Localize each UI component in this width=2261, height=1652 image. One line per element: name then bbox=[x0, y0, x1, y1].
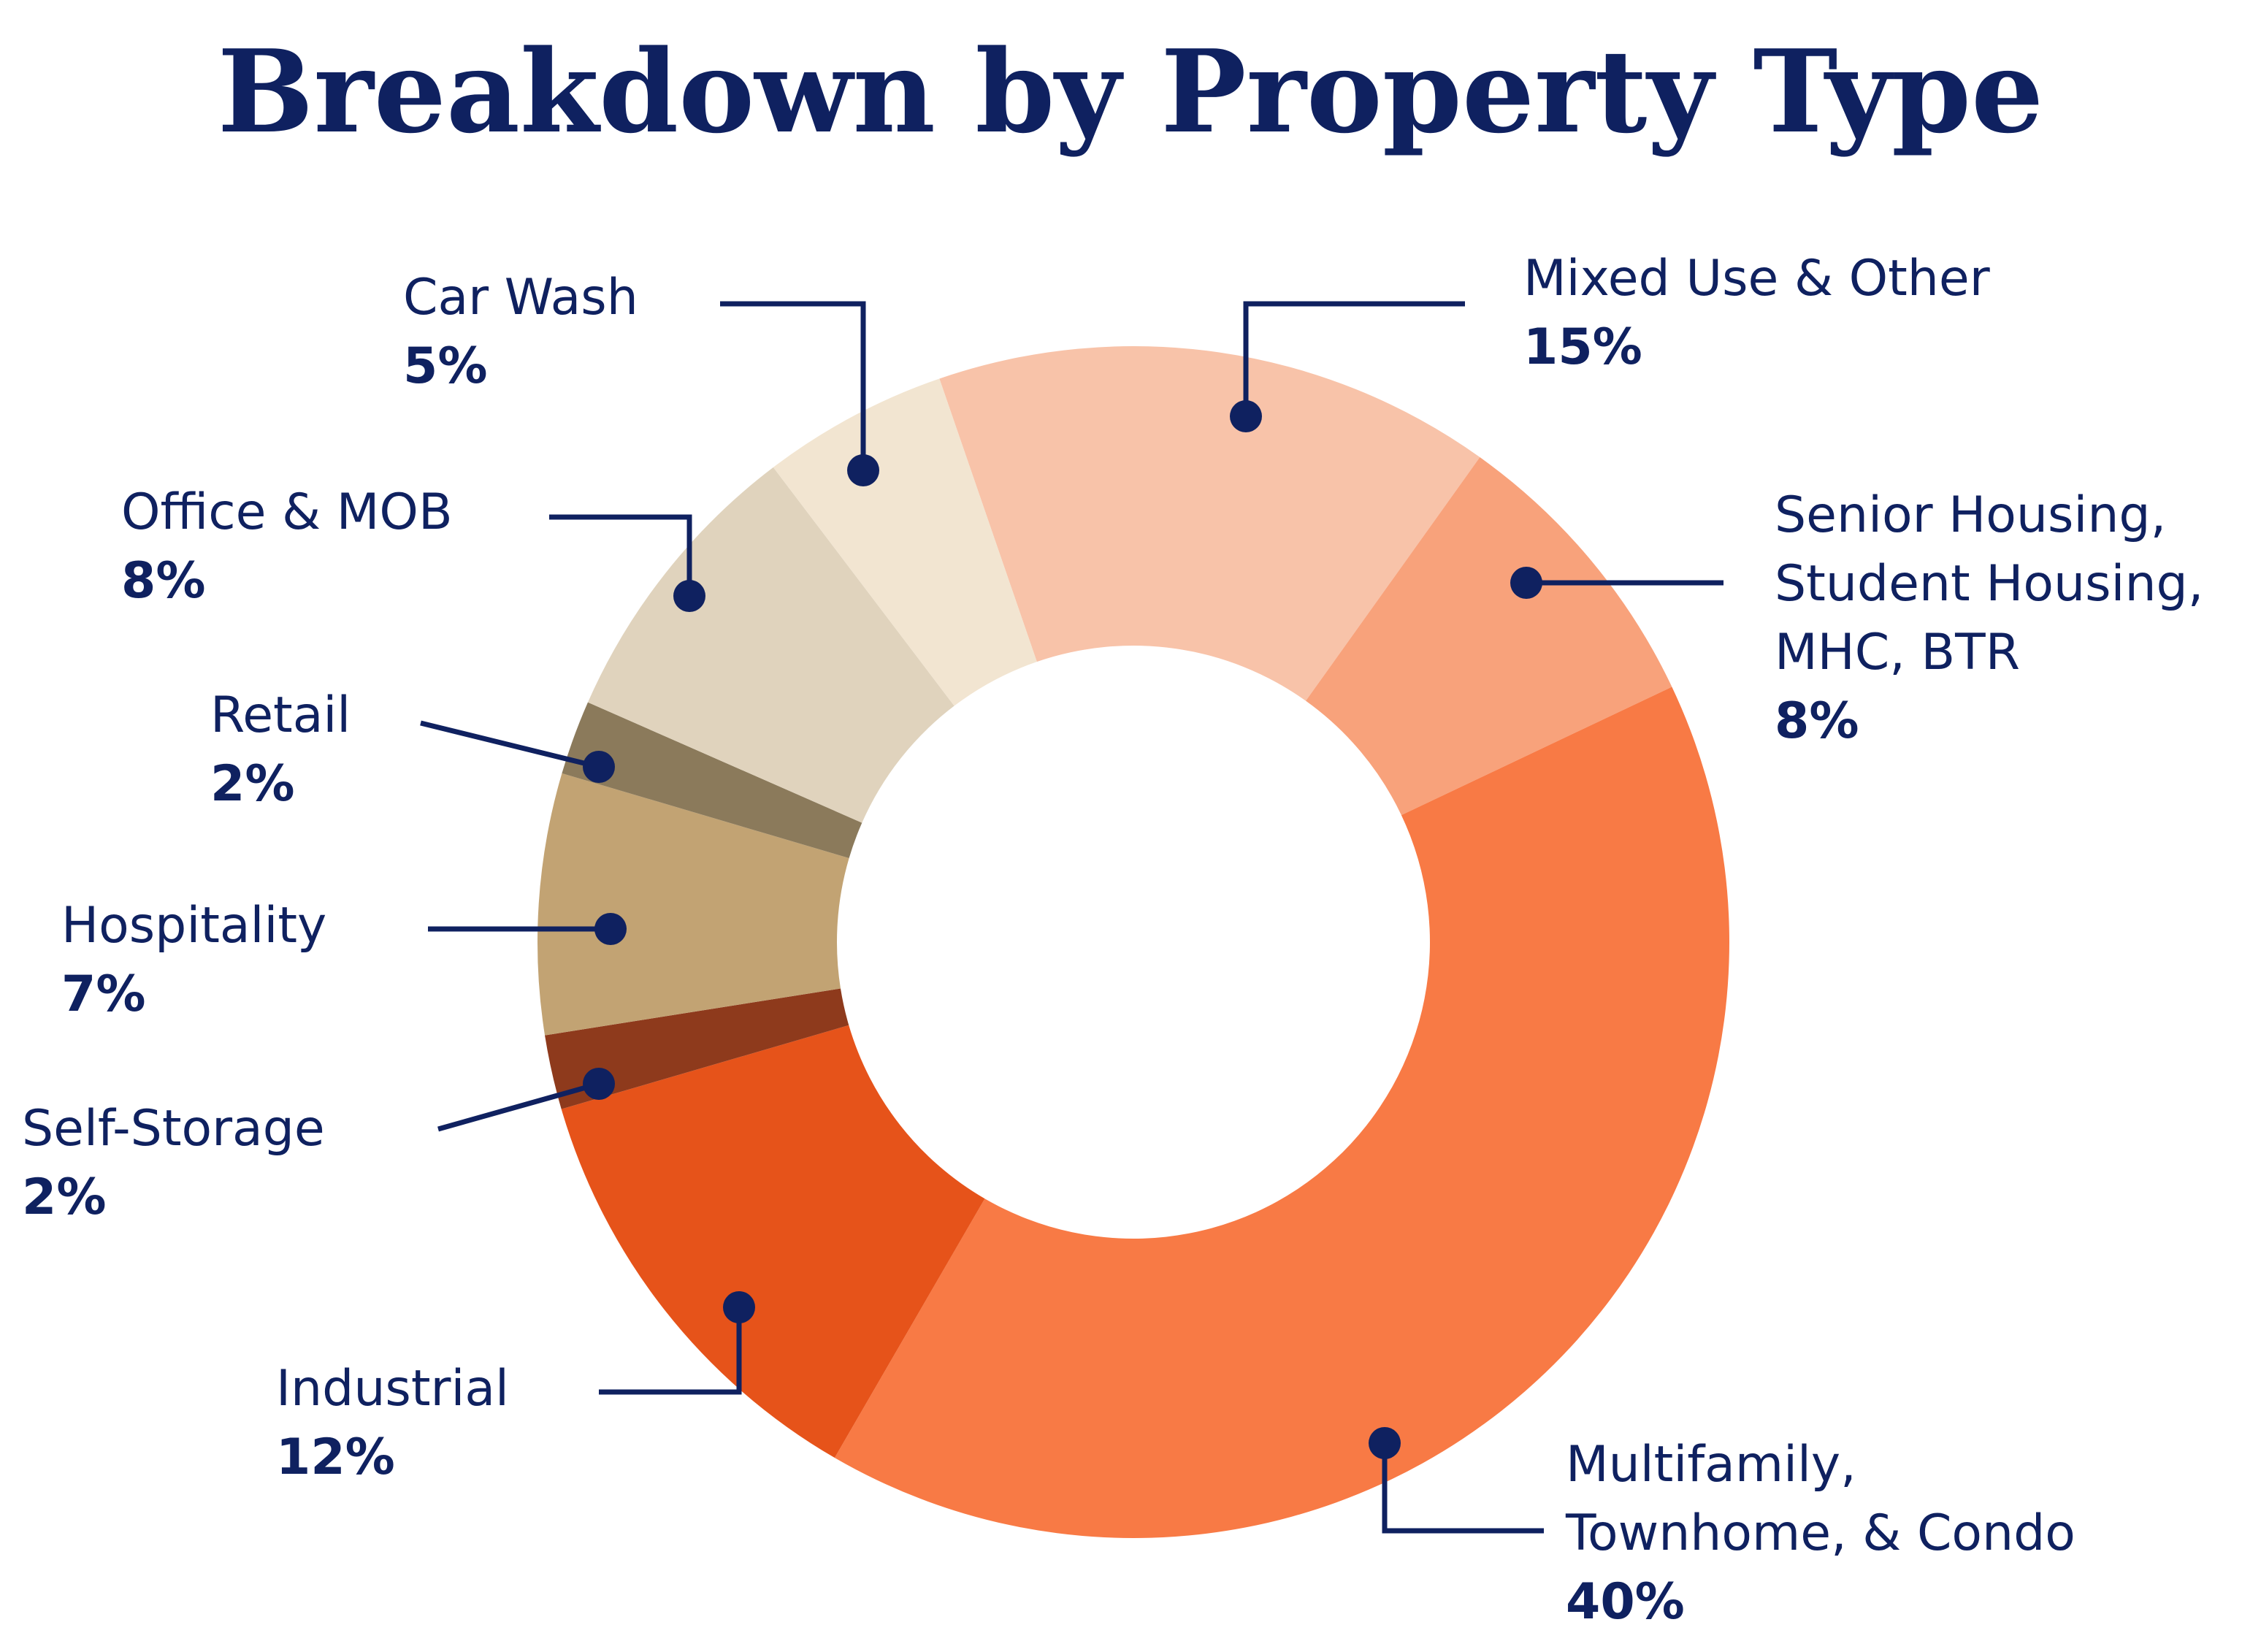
slice-label: Retail 2% bbox=[210, 682, 351, 819]
leader-line bbox=[437, 1081, 600, 1132]
leader-line bbox=[420, 720, 600, 770]
category-label: Car Wash bbox=[403, 269, 638, 327]
slice-label: Hospitality 7% bbox=[61, 892, 326, 1030]
value-label: 5% bbox=[403, 337, 488, 396]
slice-label: Industrial 12% bbox=[276, 1355, 509, 1493]
slice-label: Multifamily, Townhome, & Condo 40% bbox=[1566, 1431, 2076, 1637]
donut-slice bbox=[562, 702, 862, 858]
donut-slice bbox=[587, 467, 954, 823]
value-label: 8% bbox=[121, 552, 206, 611]
donut-slice bbox=[773, 378, 1037, 706]
leader-line bbox=[549, 514, 692, 596]
leader-line bbox=[720, 301, 866, 470]
donut-slice bbox=[1306, 457, 1672, 816]
category-label: Industrial bbox=[276, 1360, 509, 1418]
donut-slice bbox=[545, 988, 849, 1109]
donut-slice bbox=[939, 346, 1480, 701]
category-label: Self-Storage bbox=[22, 1100, 325, 1158]
value-label: 12% bbox=[276, 1429, 395, 1487]
leader-line bbox=[599, 1307, 742, 1395]
category-label: Senior Housing, Student Housing, MHC, BT… bbox=[1775, 486, 2204, 682]
donut-slice bbox=[561, 1025, 985, 1458]
value-label: 40% bbox=[1566, 1573, 1685, 1632]
leader-dot bbox=[583, 751, 615, 783]
leader-dot bbox=[583, 1068, 615, 1100]
value-label: 15% bbox=[1523, 318, 1642, 377]
donut-slice bbox=[834, 687, 1729, 1539]
slice-label: Mixed Use & Other 15% bbox=[1523, 245, 1990, 383]
value-label: 7% bbox=[61, 965, 146, 1024]
leader-dot bbox=[1230, 400, 1262, 432]
category-label: Hospitality bbox=[61, 897, 327, 955]
donut-slice bbox=[537, 773, 849, 1036]
leader-line bbox=[1243, 301, 1465, 416]
slice-label: Car Wash 5% bbox=[403, 264, 638, 402]
leader-line bbox=[1382, 1443, 1544, 1534]
value-label: 8% bbox=[1775, 692, 1859, 751]
leader-dot bbox=[847, 454, 879, 486]
slice-label: Office & MOB 8% bbox=[121, 479, 453, 616]
value-label: 2% bbox=[210, 755, 295, 814]
leader-dot bbox=[1510, 567, 1542, 599]
category-label: Office & MOB bbox=[121, 483, 453, 542]
value-label: 2% bbox=[22, 1169, 107, 1227]
category-label: Multifamily, Townhome, & Condo bbox=[1566, 1436, 2076, 1563]
category-label: Retail bbox=[210, 687, 351, 745]
leader-dot bbox=[594, 913, 627, 945]
category-label: Mixed Use & Other bbox=[1523, 250, 1990, 308]
leader-dot bbox=[673, 580, 705, 612]
slice-label: Senior Housing, Student Housing, MHC, BT… bbox=[1775, 482, 2203, 757]
leader-dot bbox=[1369, 1427, 1401, 1459]
leader-dot bbox=[723, 1291, 755, 1323]
chart-title: Breakdown by Property Type bbox=[217, 26, 2044, 159]
slice-label: Self-Storage 2% bbox=[22, 1095, 325, 1233]
